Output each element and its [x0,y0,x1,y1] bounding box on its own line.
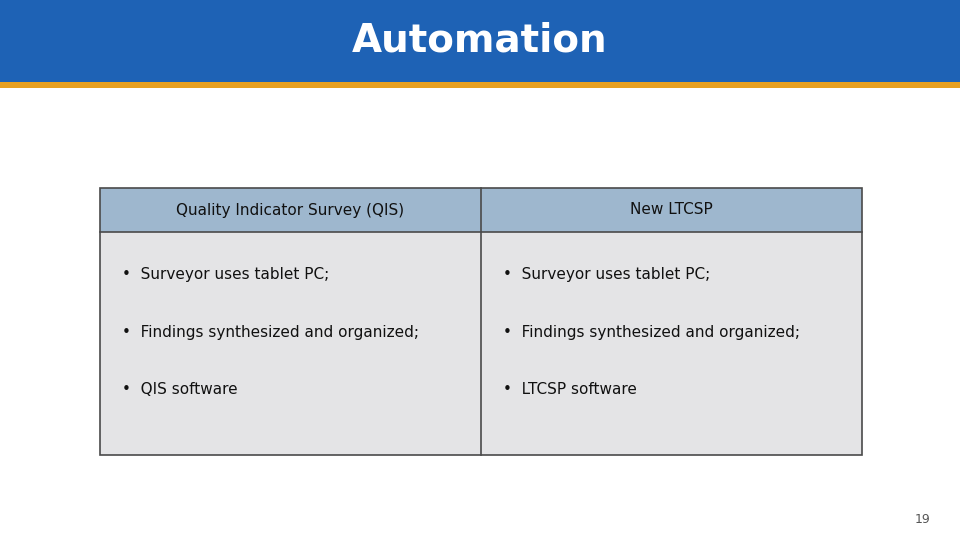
Text: New LTCSP: New LTCSP [630,202,713,218]
FancyBboxPatch shape [481,232,862,455]
FancyBboxPatch shape [100,232,481,455]
Text: •  Findings synthesized and organized;: • Findings synthesized and organized; [122,325,419,340]
Text: Quality Indicator Survey (QIS): Quality Indicator Survey (QIS) [177,202,404,218]
Text: •  Findings synthesized and organized;: • Findings synthesized and organized; [503,325,800,340]
FancyBboxPatch shape [100,188,481,232]
Text: •  Surveyor uses tablet PC;: • Surveyor uses tablet PC; [503,267,710,281]
FancyBboxPatch shape [0,0,960,82]
Text: Automation: Automation [352,22,608,60]
Text: •  QIS software: • QIS software [122,382,238,397]
Text: 19: 19 [914,513,930,526]
FancyBboxPatch shape [481,188,862,232]
FancyBboxPatch shape [0,82,960,88]
Text: •  Surveyor uses tablet PC;: • Surveyor uses tablet PC; [122,267,329,281]
Text: •  LTCSP software: • LTCSP software [503,382,636,397]
